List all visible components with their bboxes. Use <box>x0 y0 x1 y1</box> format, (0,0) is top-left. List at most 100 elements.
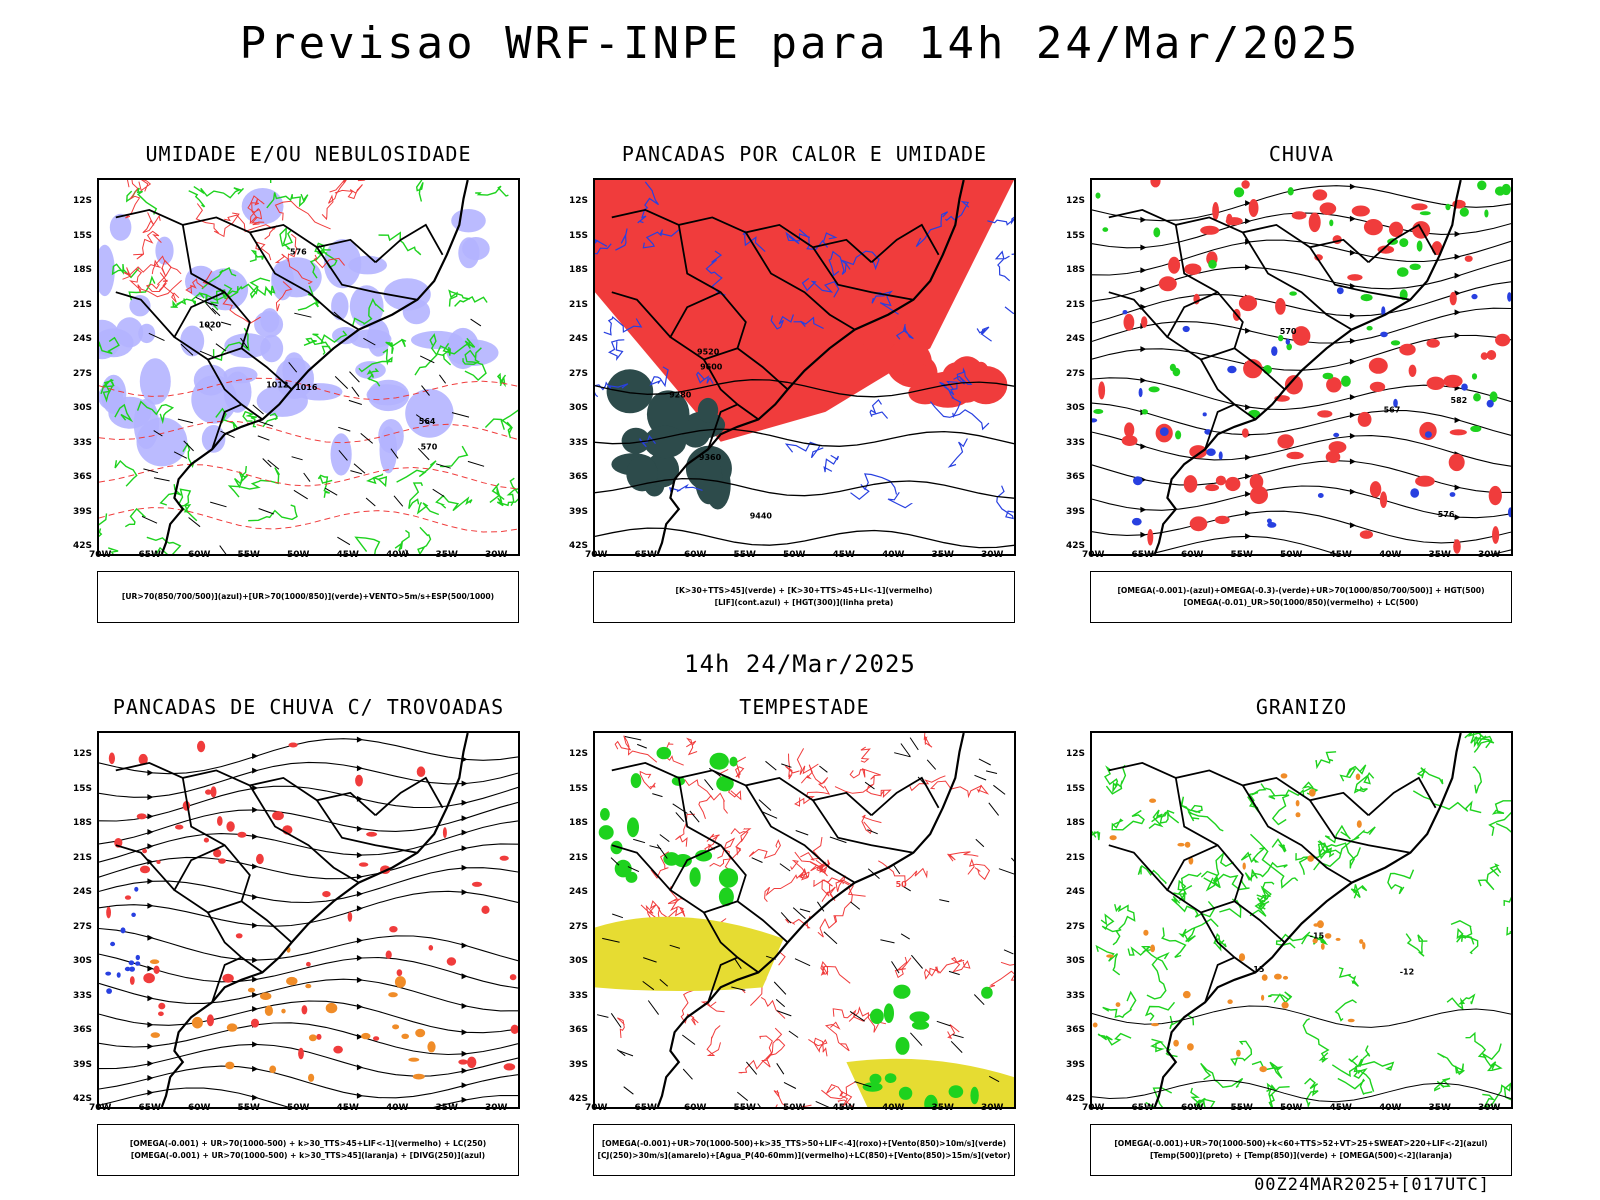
field-blob <box>883 1003 894 1023</box>
contour-line <box>351 297 385 327</box>
field-blob <box>481 905 490 914</box>
field-blob <box>367 379 410 412</box>
field-blob <box>260 992 272 1000</box>
streamline <box>99 953 518 989</box>
field-blob <box>1443 374 1463 388</box>
contour-line <box>1097 1032 1132 1046</box>
field-blob <box>1426 376 1445 390</box>
latitude-label: 18S <box>73 818 93 828</box>
contour-line <box>1148 809 1175 829</box>
coastline <box>656 733 965 1107</box>
longitude-label: 40W <box>1379 550 1402 560</box>
longitude-label: 50W <box>287 1103 310 1113</box>
field-blob <box>606 369 654 414</box>
contour-line <box>1180 796 1203 815</box>
legend-line: [OMEGA(-0.001) + UR>70(1000-500) + k>30_… <box>130 1151 486 1160</box>
field-blob <box>105 971 112 976</box>
wind-vector <box>780 912 792 924</box>
state-border <box>677 777 747 902</box>
field-blob <box>1335 937 1341 941</box>
field-blob <box>1319 202 1337 215</box>
wind-vector <box>219 545 227 554</box>
field-blob <box>325 1002 338 1014</box>
field-blob <box>1183 475 1198 493</box>
field-blob <box>402 299 431 325</box>
field-blob <box>129 966 135 972</box>
legend-line: [UR>70(850/700/500)](azul)+[UR>70(1000/8… <box>121 592 495 601</box>
contour-line <box>1491 800 1511 815</box>
field-blob <box>226 1023 238 1032</box>
contour-line <box>929 401 990 431</box>
longitude-label: 55W <box>733 1103 756 1113</box>
latitude-label: 24S <box>569 887 589 897</box>
field-blob <box>106 988 112 994</box>
contour-line <box>1190 1087 1206 1107</box>
flow-arrow <box>147 878 154 885</box>
field-blob <box>1092 1022 1098 1028</box>
flow-arrow <box>147 1021 154 1028</box>
wind-vector <box>894 752 911 758</box>
streamline <box>1147 535 1511 554</box>
field-blob <box>1259 1066 1267 1073</box>
wind-vector <box>467 460 485 467</box>
contour-line <box>1187 811 1224 832</box>
field-blob <box>1307 855 1314 862</box>
field-blob <box>110 941 116 947</box>
field-blob <box>1285 338 1290 345</box>
field-blob <box>1355 773 1361 781</box>
state-border <box>1108 761 1370 816</box>
wind-vector <box>819 765 828 773</box>
field-blob <box>598 825 614 840</box>
flow-arrow <box>252 976 259 983</box>
field-blob <box>1291 211 1307 220</box>
field-blob <box>1122 310 1128 315</box>
field-blob <box>630 773 642 789</box>
flow-arrow <box>356 890 363 897</box>
latitude-label: 15S <box>73 783 93 794</box>
state-border <box>611 291 672 338</box>
field-blob <box>1274 973 1282 980</box>
wind-vector <box>252 404 264 415</box>
field-blob <box>1093 409 1104 414</box>
map-svg: 582 576 570 567 <box>1092 180 1511 554</box>
state-border <box>115 291 176 338</box>
state-border <box>1108 844 1169 891</box>
longitude-label: 40W <box>882 550 905 560</box>
forecast-map: 582 576 570 567 <box>1090 178 1513 556</box>
field-blob <box>1470 425 1482 432</box>
latitude-label: 42S <box>569 1094 589 1104</box>
field-blob <box>1381 306 1386 316</box>
streamline <box>99 738 518 775</box>
contour-line <box>500 409 518 430</box>
field-blob <box>1488 485 1502 506</box>
latitude-label: 12S <box>569 196 589 206</box>
contour-line <box>366 368 381 387</box>
wind-vector <box>926 759 937 770</box>
longitude-label: 50W <box>1280 1103 1303 1113</box>
wind-vector <box>180 343 194 356</box>
streamline <box>1092 185 1511 222</box>
contour-line <box>800 837 823 861</box>
contour-line <box>133 230 162 260</box>
wind-vector <box>390 448 399 459</box>
contour-line <box>987 216 1014 226</box>
latitude-label: 18S <box>1066 265 1086 275</box>
contour-line <box>170 298 187 308</box>
field-blob <box>869 1073 882 1085</box>
field-blob <box>237 831 247 838</box>
latitude-label: 21S <box>569 852 589 863</box>
contour-label: 582 <box>1451 396 1468 405</box>
flow-arrow <box>252 894 259 901</box>
flow-arrow <box>252 833 259 840</box>
field-blob <box>1328 441 1347 454</box>
wind-vector <box>948 970 960 976</box>
instability-area <box>595 180 1014 442</box>
legend-line: [OMEGA(-0.001)+UR>70(1000-500)+k<60+TTS>… <box>1114 1139 1488 1148</box>
field-blob <box>1362 942 1366 950</box>
legend-line: [OMEGA(-0.01)_UR>50(1000/850)(vermelho) … <box>1183 598 1419 607</box>
field-blob <box>408 1057 420 1062</box>
flow-arrow <box>356 765 363 772</box>
contour-line <box>126 187 158 215</box>
contour-line <box>826 1083 853 1107</box>
